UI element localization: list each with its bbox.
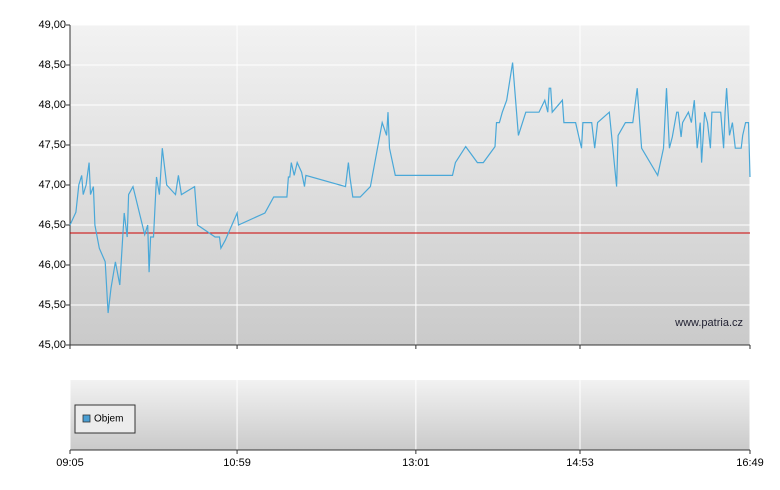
volume-background <box>70 380 750 450</box>
x-tick-label: 14:53 <box>566 457 594 469</box>
y-tick-label: 47,00 <box>38 179 66 191</box>
x-tick-label: 10:59 <box>223 457 251 469</box>
price-line <box>69 62 751 314</box>
y-tick-label: 46,00 <box>38 259 66 271</box>
y-tick-label: 45,00 <box>38 339 66 351</box>
legend-label: Objem <box>94 414 123 425</box>
y-tick-label: 49,00 <box>38 19 66 31</box>
watermark: www.patria.cz <box>674 317 743 329</box>
x-tick-label: 16:49 <box>736 457 764 469</box>
y-tick-label: 47,50 <box>38 139 66 151</box>
legend-swatch <box>82 414 91 423</box>
legend: Objem <box>74 404 136 434</box>
y-tick-label: 48,00 <box>38 99 66 111</box>
x-tick-label: 09:05 <box>56 457 84 469</box>
y-tick-label: 45,50 <box>38 299 66 311</box>
y-tick-label: 46,50 <box>38 219 66 231</box>
y-tick-label: 48,50 <box>38 59 66 71</box>
x-tick-label: 13:01 <box>402 457 430 469</box>
